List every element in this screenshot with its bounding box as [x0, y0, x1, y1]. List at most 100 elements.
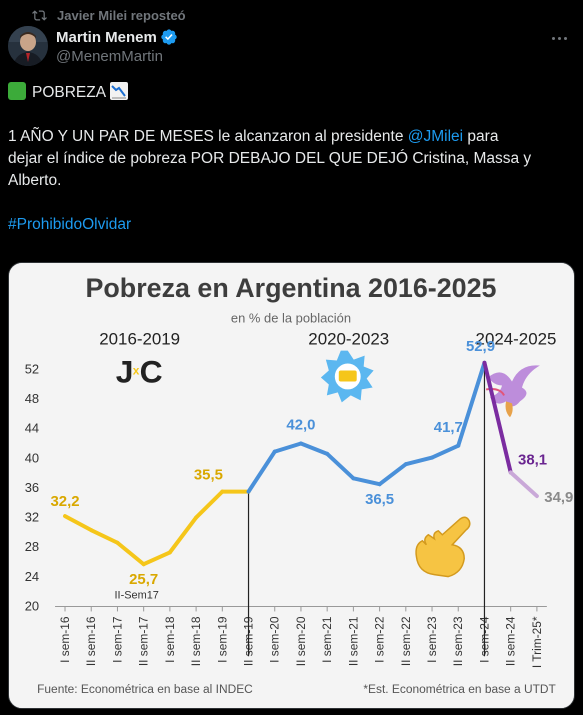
- more-dot-icon: [551, 36, 555, 40]
- data-point: [536, 495, 538, 497]
- data-point: [405, 463, 407, 465]
- series-segment: [456, 360, 487, 448]
- series-segment: [115, 540, 146, 567]
- data-label: 38,1: [518, 451, 547, 468]
- data-point: [90, 529, 92, 531]
- series-segment: [377, 462, 408, 487]
- x-tick-label: II sem-21: [346, 616, 360, 666]
- chart-data-labels: 32,2 25,7 35,5 42,0 36,5 41,7 52,9 38,1 34,9: [50, 338, 573, 588]
- min-annotation: II-Sem17: [115, 589, 159, 601]
- x-tick-label: I sem-21: [320, 616, 334, 663]
- svg-text:J: J: [116, 353, 134, 389]
- series-segment: [298, 441, 330, 456]
- data-label: 34,9: [544, 489, 573, 506]
- data-point: [300, 442, 302, 444]
- chart-series: [63, 360, 539, 567]
- svg-text:C: C: [140, 353, 163, 389]
- data-label: 52,9: [466, 338, 495, 355]
- data-point: [116, 542, 118, 544]
- x-tick-label: II sem-17: [137, 616, 151, 666]
- data-point: [483, 362, 485, 364]
- y-tick-label: 36: [25, 480, 39, 495]
- source-right: *Est. Econométrica en base a UTDT: [363, 682, 556, 696]
- data-point: [352, 477, 354, 479]
- data-point: [457, 445, 459, 447]
- repost-indicator[interactable]: Javier Milei reposteó: [32, 6, 186, 24]
- data-point: [169, 551, 171, 553]
- x-tick-label: I Trim-25*: [530, 616, 544, 668]
- x-tick-label: II sem-16: [84, 616, 98, 666]
- series-segment: [508, 470, 539, 499]
- source-left: Fuente: Econométrica en base al INDEC: [37, 682, 253, 696]
- data-point: [274, 451, 276, 453]
- series-segment: [482, 360, 513, 475]
- series-segment: [351, 476, 382, 487]
- data-label: 25,7: [129, 571, 158, 588]
- tweet-line-title: POBREZA: [8, 82, 575, 104]
- x-tick-label: II sem-23: [451, 616, 465, 666]
- tweet-line-3: dejar el índice de pobreza POR DEBAJO DE…: [8, 150, 532, 167]
- data-point: [195, 517, 197, 519]
- x-tick-label: I sem-19: [215, 616, 229, 663]
- period-label-3: 2024-2025: [476, 330, 557, 349]
- x-tick-label: I sem-20: [268, 616, 282, 663]
- x-tick-label: I sem-17: [110, 616, 124, 663]
- author-name[interactable]: Martin Menem: [56, 28, 157, 46]
- series-segment: [141, 550, 172, 567]
- x-tick-label: I sem-22: [373, 616, 387, 663]
- data-label: 35,5: [194, 467, 223, 484]
- chart-decreasing-emoji-icon: [110, 82, 129, 100]
- y-tick-label: 20: [25, 598, 39, 613]
- more-options-button[interactable]: [547, 28, 571, 48]
- author-handle[interactable]: @MenemMartin: [56, 48, 163, 65]
- y-tick-label: 48: [25, 391, 39, 406]
- series-segment: [194, 489, 225, 520]
- avatar[interactable]: [8, 26, 48, 66]
- author-block: Martin Menem @MenemMartin: [56, 28, 178, 65]
- data-point: [248, 491, 250, 493]
- period-label-2: 2020-2023: [308, 330, 389, 349]
- series-segment: [246, 449, 277, 494]
- y-tick-label: 40: [25, 450, 39, 465]
- hashtag-link[interactable]: #ProhibidoOlvidar: [8, 216, 132, 233]
- phoenix-logo-icon: [485, 365, 540, 418]
- x-tick-label: I sem-18: [163, 616, 177, 663]
- data-point: [431, 457, 433, 459]
- series-segment: [167, 515, 199, 555]
- data-point: [143, 563, 145, 565]
- data-label: 36,5: [365, 491, 394, 508]
- data-label: 42,0: [286, 417, 315, 434]
- svg-text:x: x: [133, 363, 140, 377]
- data-point: [326, 453, 328, 455]
- series-segment: [272, 441, 303, 454]
- tweet-media-chart[interactable]: Pobreza en Argentina 2016-2025 en % de l…: [8, 262, 575, 709]
- series-segment: [403, 455, 435, 467]
- data-point: [64, 515, 66, 517]
- mention-link[interactable]: @JMilei: [407, 128, 464, 145]
- pointing-hand-icon: [415, 516, 471, 578]
- tweet-line-2: 1 AÑO Y UN PAR DE MESES le alcanzaron al…: [8, 128, 499, 145]
- x-tick-label: I sem-23: [425, 616, 439, 663]
- data-point: [379, 483, 381, 485]
- y-tick-label: 28: [25, 539, 39, 554]
- data-label: 41,7: [434, 419, 463, 436]
- green-square-emoji-icon: [8, 82, 26, 100]
- data-point: [510, 471, 512, 473]
- x-tick-label: II sem-22: [399, 616, 413, 666]
- sun-logo-icon: [320, 350, 374, 403]
- x-tick-label: I sem-16: [58, 616, 72, 663]
- jxc-logo: J x C: [116, 353, 163, 389]
- y-tick-label: 44: [25, 421, 39, 436]
- x-tick-label: II sem-24: [504, 616, 518, 666]
- chart-title: Pobreza en Argentina 2016-2025: [85, 273, 496, 303]
- y-tick-label: 32: [25, 510, 39, 525]
- data-point: [221, 491, 223, 493]
- series-segment: [430, 443, 461, 460]
- repost-icon: [32, 9, 47, 21]
- series-segment: [89, 528, 120, 545]
- series-segment: [325, 451, 356, 481]
- repost-label: Javier Milei reposteó: [57, 7, 186, 23]
- poverty-chart: Pobreza en Argentina 2016-2025 en % de l…: [9, 263, 574, 708]
- chart-axes: 20 24 28 32 36 40 44 48 52 I sem-16 II sem-16 I sem…: [25, 361, 547, 668]
- chart-subtitle: en % de la población: [231, 311, 351, 326]
